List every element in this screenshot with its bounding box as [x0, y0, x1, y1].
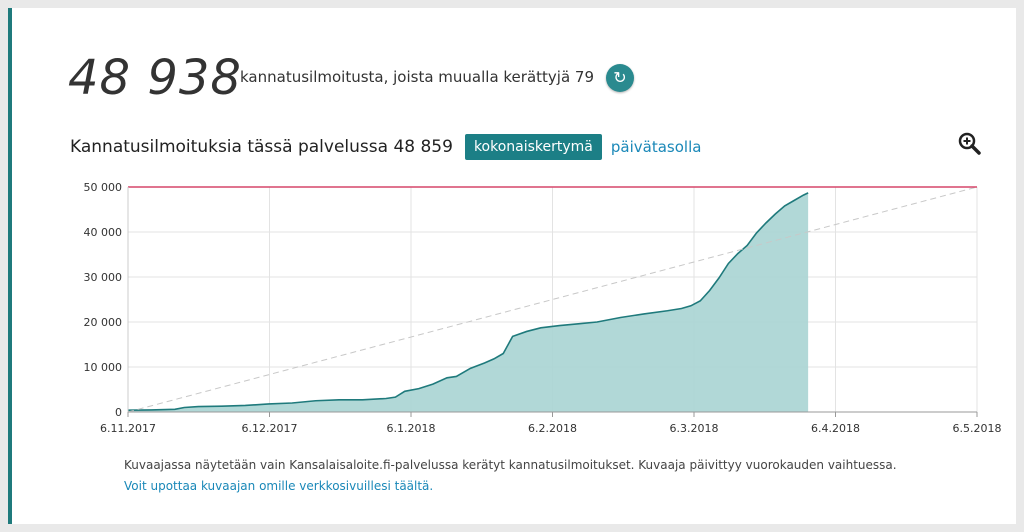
- total-support-count: 48 938: [68, 50, 242, 106]
- support-line: [127, 192, 809, 411]
- y-tick-label: 40 000: [84, 226, 123, 239]
- support-count-description: kannatusilmoitusta, joista muualla kerät…: [240, 68, 595, 86]
- chart-area-layer: [127, 192, 809, 412]
- x-tick-label: 6.11.2017: [100, 422, 156, 435]
- y-tick-label: 10 000: [84, 361, 123, 374]
- cumulative-view-button[interactable]: kokonaiskertymä: [464, 134, 602, 160]
- support-area: [128, 192, 809, 412]
- linear-pace-line: [127, 186, 978, 413]
- y-tick-label: 30 000: [84, 271, 123, 284]
- y-tick-label: 20 000: [84, 316, 123, 329]
- x-tick-label: 6.3.2018: [670, 422, 719, 435]
- x-tick-label: 6.4.2018: [811, 422, 860, 435]
- refresh-icon: ↻: [613, 68, 627, 87]
- service-stats-row: Kannatusilmoituksia tässä palvelussa 48 …: [70, 132, 701, 162]
- initiative-panel: [8, 8, 1016, 524]
- chart-footnote: Kuvaajassa näytetään vain Kansalaisaloit…: [124, 458, 897, 472]
- x-tick-label: 6.2.2018: [528, 422, 577, 435]
- refresh-button[interactable]: ↻: [606, 64, 634, 92]
- chart-axis-layer: 0 10 000 20 000 30 000 40 000 50 000 6.11.2017…: [84, 181, 1002, 435]
- daily-view-link[interactable]: päivätasolla: [610, 138, 702, 156]
- zoom-button[interactable]: [956, 130, 984, 158]
- x-tick-label: 6.12.2017: [242, 422, 298, 435]
- chart-reference-layer: [127, 186, 978, 413]
- y-tick-label: 50 000: [84, 181, 123, 194]
- zoom-in-icon: [958, 132, 981, 155]
- service-count-title: Kannatusilmoituksia tässä palvelussa 48 …: [70, 137, 453, 157]
- embed-chart-link[interactable]: Voit upottaa kuvaajan omille verkkosivui…: [124, 479, 434, 493]
- x-tick-label: 6.1.2018: [387, 422, 436, 435]
- y-tick-label: 0: [115, 406, 122, 419]
- x-tick-label: 6.5.2018: [953, 422, 1002, 435]
